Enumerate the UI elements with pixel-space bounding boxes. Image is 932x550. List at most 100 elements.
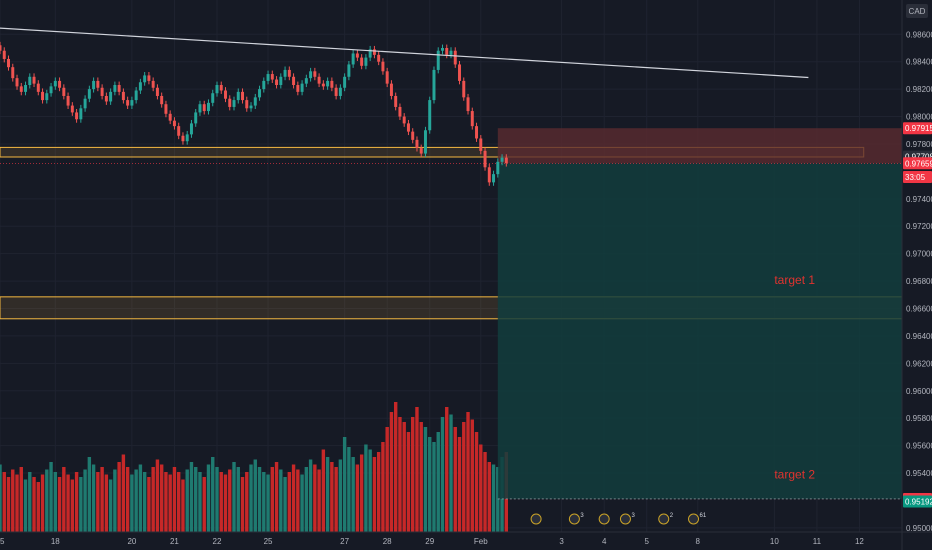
candle-body — [411, 131, 415, 140]
candle-body — [360, 57, 364, 66]
candle-body — [53, 80, 57, 87]
candle-body — [24, 85, 28, 92]
volume-bar — [87, 457, 92, 532]
candle-body — [300, 83, 304, 92]
event-marker-icon — [658, 513, 670, 525]
volume-bar — [338, 459, 343, 532]
volume-bar — [308, 459, 313, 532]
candle-body — [292, 76, 296, 86]
volume-bar — [172, 467, 177, 532]
annotation-label: target 1 — [774, 273, 815, 287]
currency-label: CAD — [909, 7, 926, 16]
candle-body — [326, 80, 330, 87]
price-tag-label: 0.97708 — [905, 153, 932, 162]
candle-body — [19, 86, 23, 92]
x-tick-label: 28 — [383, 537, 392, 546]
candle-body — [479, 138, 483, 151]
currency-badge: CAD — [906, 4, 928, 18]
trendline[interactable] — [0, 27, 809, 79]
candle-body — [45, 93, 49, 101]
candle-body — [232, 100, 236, 107]
event-count-label: 3 — [631, 513, 635, 519]
candle-body — [49, 86, 53, 94]
candle-body — [215, 85, 219, 94]
volume-bar — [347, 447, 351, 532]
candle-body — [70, 105, 74, 113]
volume-bar — [257, 467, 262, 532]
event-marker-icon — [568, 513, 580, 525]
candle-body — [151, 80, 155, 88]
candle-body — [385, 71, 389, 84]
candle-body — [504, 157, 508, 164]
volume-bar — [45, 469, 49, 532]
volume-bar — [415, 407, 419, 532]
candle-body — [415, 139, 419, 149]
volume-bar — [496, 467, 500, 532]
candle-body — [258, 89, 262, 98]
volume-bar — [300, 474, 304, 532]
volume-bar — [491, 464, 496, 532]
candle-body — [343, 76, 347, 88]
volume-bar — [440, 417, 445, 532]
volume-bar — [453, 427, 457, 532]
candle-body — [194, 112, 198, 124]
volume-bar — [479, 444, 483, 532]
candle-body — [347, 64, 351, 77]
candle-body — [172, 120, 176, 127]
candle-body — [275, 79, 279, 86]
time-axis[interactable]: 15 18 20 21 22 25 27 28 29 Feb 3 4 5 8 10 11 12 — [0, 537, 864, 546]
x-tick-label: 29 — [425, 537, 434, 546]
volume-bar — [96, 472, 100, 532]
candle-body — [164, 104, 168, 114]
volume-bar — [211, 457, 215, 532]
volume-bar — [151, 467, 155, 532]
x-tick-label: 3 — [559, 537, 564, 546]
volume-bar — [2, 472, 6, 532]
x-tick-label: 18 — [51, 537, 60, 546]
volume-bar — [134, 469, 138, 532]
volume-bar — [389, 412, 394, 532]
long-position-tool[interactable] — [0, 128, 902, 500]
volume-bar — [70, 479, 75, 532]
candle-body — [283, 69, 287, 77]
candle-body — [66, 95, 70, 106]
candle-body — [381, 61, 385, 72]
volume-bar — [53, 472, 58, 532]
volume-bar — [355, 464, 360, 532]
volume-bar — [189, 462, 194, 532]
volume-bar — [428, 437, 432, 532]
candle-body — [309, 71, 313, 79]
candle-body — [372, 49, 376, 55]
candle-body — [96, 80, 100, 88]
volume-bar — [104, 474, 109, 532]
x-tick-label: 5 — [644, 537, 649, 546]
candle-body — [185, 134, 189, 142]
volume-bar — [411, 417, 415, 532]
event-markers[interactable]: 3 3 2 61 — [530, 513, 707, 525]
event-count-label: 3 — [580, 513, 584, 519]
volume-bar — [381, 442, 385, 532]
candle-body — [87, 89, 91, 99]
candle-body — [441, 47, 444, 51]
candle-body — [113, 85, 117, 92]
event-marker-icon — [619, 513, 631, 525]
volume-bar — [11, 469, 15, 532]
x-tick-label: 12 — [855, 537, 864, 546]
candle-body — [334, 87, 338, 96]
candle-body — [453, 50, 457, 65]
candle-body — [109, 91, 113, 102]
volume-bar — [436, 432, 440, 532]
volume-bar — [240, 477, 245, 532]
candle-body — [32, 76, 36, 84]
candle-body — [168, 113, 172, 121]
candle-body — [449, 50, 453, 55]
candle-body — [270, 74, 274, 80]
candle-body — [483, 150, 487, 168]
